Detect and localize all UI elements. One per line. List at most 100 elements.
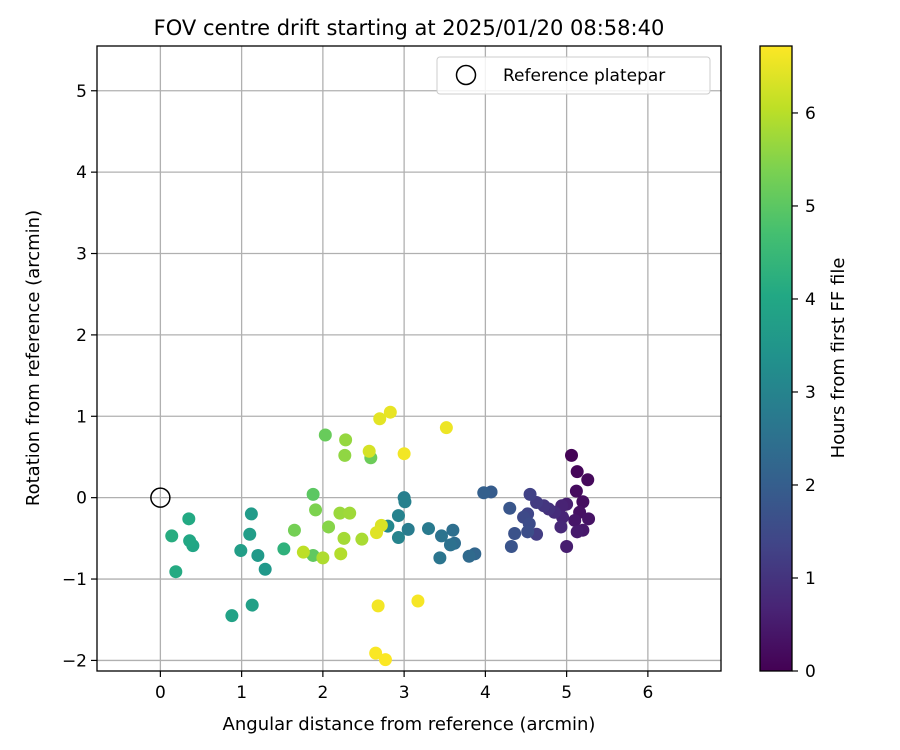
data-point	[373, 412, 387, 426]
data-point	[183, 534, 197, 548]
data-point	[169, 565, 183, 579]
data-point	[391, 509, 405, 523]
chart-title: FOV centre drift starting at 2025/01/20 …	[154, 16, 665, 40]
data-point	[362, 444, 376, 458]
data-point	[398, 495, 412, 509]
colorbar-tick-label: 2	[805, 476, 816, 496]
data-point	[371, 599, 385, 613]
colorbar-tick-label: 4	[805, 290, 816, 310]
data-point	[334, 547, 348, 561]
data-point	[337, 531, 351, 545]
colorbar-tick-label: 1	[805, 569, 816, 589]
x-tick-label: 5	[561, 683, 572, 703]
colorbar-tick-label: 6	[805, 104, 816, 124]
data-point	[258, 562, 272, 576]
x-tick-label: 1	[236, 683, 247, 703]
y-tick-label: 0	[76, 489, 87, 509]
data-point	[338, 448, 352, 462]
colorbar-ticks: 0 1 2 3 4 5 6	[792, 104, 816, 682]
data-point	[391, 531, 405, 545]
colorbar: 0 1 2 3 4 5 6 Hours from first FF file	[759, 45, 849, 682]
legend-reference-label: Reference platepar	[503, 66, 665, 86]
plot-area: 0 1 2 3 4 5 6 −2 −1 0 1 2 3 4 5	[62, 45, 722, 703]
y-axis-ticks: −2 −1 0 1 2 3 4 5	[62, 82, 97, 671]
x-tick-label: 2	[317, 683, 328, 703]
data-point	[565, 448, 578, 462]
colorbar-tick-label: 0	[805, 662, 816, 682]
y-tick-label: 5	[76, 82, 87, 102]
data-point	[165, 529, 179, 543]
data-point	[225, 609, 239, 623]
data-point	[411, 594, 425, 608]
data-point	[554, 520, 568, 534]
x-axis-label: Angular distance from reference (arcmin)	[223, 714, 596, 735]
y-tick-label: −2	[62, 651, 87, 671]
data-point	[568, 513, 582, 527]
plot-frame	[96, 45, 722, 672]
data-point	[234, 544, 248, 558]
y-tick-label: 3	[76, 245, 87, 265]
y-tick-label: 4	[76, 163, 87, 183]
data-point	[316, 551, 330, 565]
colorbar-gradient	[759, 45, 793, 672]
data-point	[560, 539, 574, 553]
data-point	[306, 548, 320, 562]
data-point	[569, 484, 583, 498]
data-point	[322, 520, 336, 534]
x-tick-label: 6	[642, 683, 653, 703]
data-point	[318, 428, 332, 442]
x-tick-label: 3	[399, 683, 410, 703]
data-point	[570, 465, 584, 479]
data-point	[397, 447, 411, 461]
data-point	[378, 653, 392, 667]
grid-lines	[97, 46, 721, 671]
data-point	[508, 526, 522, 540]
legend: Reference platepar	[436, 56, 711, 95]
data-point	[287, 523, 301, 537]
data-point	[296, 545, 310, 559]
data-point	[439, 421, 453, 435]
colorbar-label: Hours from first FF file	[828, 258, 849, 459]
data-point	[339, 433, 353, 447]
data-point	[477, 486, 491, 500]
colorbar-tick-label: 3	[805, 383, 816, 403]
data-point	[581, 473, 595, 487]
data-point	[245, 598, 259, 612]
data-point	[243, 527, 257, 541]
data-point	[401, 522, 415, 536]
data-point	[422, 522, 435, 536]
data-point	[521, 525, 535, 539]
data-point	[433, 551, 447, 565]
legend-reference-marker	[455, 64, 477, 86]
data-point	[570, 525, 584, 539]
y-tick-label: 2	[76, 326, 87, 346]
data-point	[370, 526, 383, 540]
y-axis-label: Rotation from reference (arcmin)	[23, 210, 44, 506]
x-tick-label: 4	[480, 683, 491, 703]
data-point	[446, 523, 460, 537]
data-point	[355, 532, 369, 546]
x-tick-label: 0	[155, 683, 166, 703]
data-point	[582, 512, 596, 526]
reference-platepar-marker	[150, 487, 171, 508]
data-point	[435, 529, 448, 543]
data-point	[182, 512, 196, 526]
data-point	[576, 495, 590, 509]
data-point	[443, 538, 457, 552]
data-point	[343, 506, 357, 520]
data-point	[333, 506, 347, 520]
data-point	[306, 487, 320, 501]
y-tick-label: −1	[62, 570, 87, 590]
legend-box	[436, 56, 711, 95]
data-point	[251, 548, 265, 562]
data-point	[503, 501, 517, 515]
data-point	[462, 549, 476, 563]
data-point	[277, 542, 291, 556]
y-tick-label: 1	[76, 407, 87, 427]
data-point	[504, 539, 518, 553]
colorbar-tick-label: 5	[805, 197, 816, 217]
data-point	[369, 646, 383, 660]
data-point	[309, 503, 323, 517]
x-axis-ticks: 0 1 2 3 4 5 6	[155, 671, 653, 703]
